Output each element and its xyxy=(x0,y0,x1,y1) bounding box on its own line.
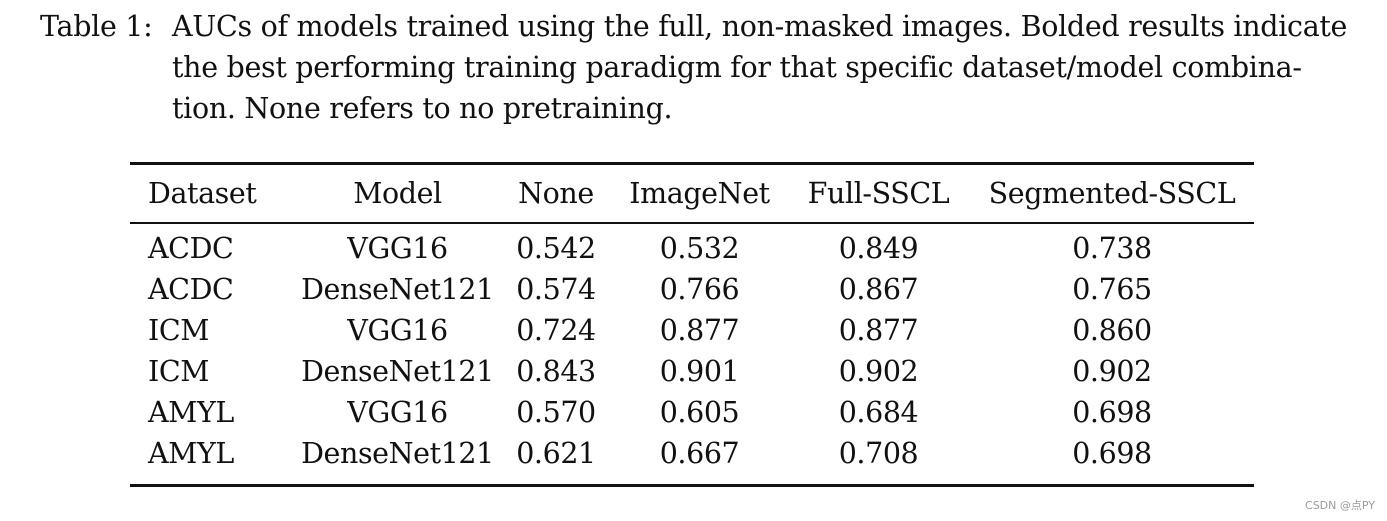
cell-model: DenseNet121 xyxy=(301,355,494,388)
cell-full-sscl: 0.877 xyxy=(838,314,919,347)
cell-imagenet: 0.667 xyxy=(659,437,740,470)
cell-segmented-sscl: 0.698 xyxy=(1072,437,1152,470)
caption-line-2: the best performing training paradigm fo… xyxy=(172,51,1302,84)
cell-imagenet: 0.877 xyxy=(659,314,740,347)
header-segmented-sscl: Segmented-SSCL xyxy=(988,176,1236,210)
cell-segmented-sscl: 0.765 xyxy=(1072,273,1152,306)
table-header-rule xyxy=(130,222,1254,224)
table-row: ICM VGG16 0.724 0.877 0.877 0.860 xyxy=(130,310,1254,351)
cell-imagenet: 0.901 xyxy=(659,355,740,388)
cell-dataset: ACDC xyxy=(148,232,234,265)
cell-segmented-sscl: 0.902 xyxy=(1072,355,1152,388)
cell-segmented-sscl: 0.860 xyxy=(1072,314,1152,347)
cell-none: 0.574 xyxy=(516,273,596,306)
caption-line-3: tion. None refers to no pretraining. xyxy=(172,92,673,125)
table-top-rule xyxy=(130,162,1254,165)
cell-full-sscl: 0.684 xyxy=(838,396,919,429)
cell-model: DenseNet121 xyxy=(301,273,494,306)
cell-imagenet: 0.532 xyxy=(659,232,740,265)
results-table: Dataset Model None ImageNet Full-SSCL Se… xyxy=(130,170,1254,474)
cell-model: VGG16 xyxy=(347,314,448,347)
cell-dataset: AMYL xyxy=(148,396,234,429)
cell-none: 0.542 xyxy=(516,232,596,265)
cell-none: 0.570 xyxy=(516,396,596,429)
cell-model: VGG16 xyxy=(347,232,448,265)
cell-full-sscl: 0.708 xyxy=(838,437,919,470)
table-row: ACDC VGG16 0.542 0.532 0.849 0.738 xyxy=(130,216,1254,269)
cell-model: VGG16 xyxy=(347,396,448,429)
cell-dataset: AMYL xyxy=(148,437,234,470)
table-row: AMYL VGG16 0.570 0.605 0.684 0.698 xyxy=(130,392,1254,433)
table-row: ACDC DenseNet121 0.574 0.766 0.867 0.765 xyxy=(130,269,1254,310)
cell-dataset: ICM xyxy=(148,355,210,388)
cell-dataset: ACDC xyxy=(148,273,234,306)
cell-model: DenseNet121 xyxy=(301,437,494,470)
cell-imagenet: 0.766 xyxy=(659,273,740,306)
cell-full-sscl: 0.867 xyxy=(838,273,919,306)
cell-full-sscl: 0.902 xyxy=(838,355,919,388)
caption-label: Table 1: xyxy=(40,10,153,43)
table-header-row: Dataset Model None ImageNet Full-SSCL Se… xyxy=(130,170,1254,216)
cell-dataset: ICM xyxy=(148,314,210,347)
header-model: Model xyxy=(353,176,442,210)
cell-segmented-sscl: 0.738 xyxy=(1072,232,1152,265)
caption-line-1: AUCs of models trained using the full, n… xyxy=(172,10,1348,43)
cell-full-sscl: 0.849 xyxy=(838,232,919,265)
table-bottom-rule xyxy=(130,484,1254,487)
watermark: CSDN @点PY xyxy=(1305,499,1375,512)
table-row: AMYL DenseNet121 0.621 0.667 0.708 0.698 xyxy=(130,433,1254,474)
cell-segmented-sscl: 0.698 xyxy=(1072,396,1152,429)
cell-none: 0.724 xyxy=(516,314,596,347)
table-row: ICM DenseNet121 0.843 0.901 0.902 0.902 xyxy=(130,351,1254,392)
cell-none: 0.843 xyxy=(516,355,596,388)
header-imagenet: ImageNet xyxy=(629,176,770,210)
cell-imagenet: 0.605 xyxy=(659,396,740,429)
header-none: None xyxy=(518,176,594,210)
header-full-sscl: Full-SSCL xyxy=(807,176,950,210)
header-dataset: Dataset xyxy=(148,176,257,210)
cell-none: 0.621 xyxy=(516,437,596,470)
